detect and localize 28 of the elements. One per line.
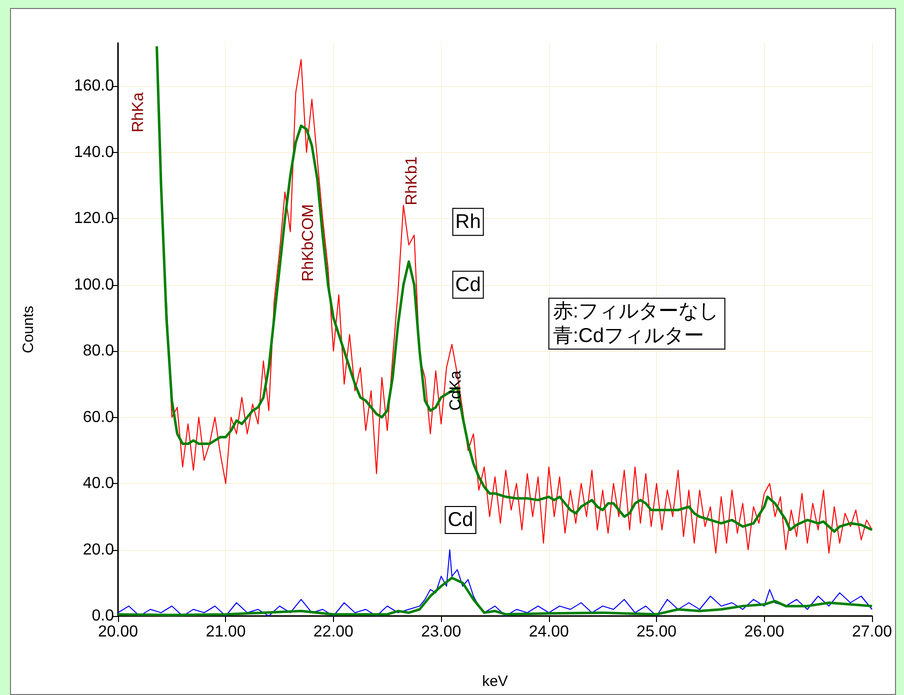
annotation: Cd	[455, 274, 481, 296]
x-tick-label: 25.00	[636, 624, 677, 640]
y-tick-label: 100.0	[74, 276, 114, 294]
annotation: Rh	[455, 210, 481, 233]
y-tick-label: 120.0	[74, 210, 114, 228]
y-tick-label: 0.0	[92, 608, 114, 624]
y-tick-label: 40.0	[82, 475, 114, 492]
annotation: 赤:フィルターなし	[552, 300, 718, 322]
y-tick-label: 60.0	[82, 408, 114, 426]
x-tick-label: 23.00	[421, 624, 462, 640]
x-tick-label: 22.00	[313, 624, 354, 640]
annotation: RhKa	[130, 92, 147, 132]
y-tick-label: 80.0	[82, 342, 114, 360]
y-tick-label: 20.0	[82, 541, 114, 558]
x-axis-title: keV	[482, 673, 508, 690]
x-tick-label: 21.00	[206, 624, 246, 640]
x-tick-label: 27.00	[852, 624, 892, 640]
y-axis-title: Counts	[20, 306, 37, 354]
x-tick-label: 26.00	[744, 624, 784, 640]
annotation: RhKbCOM	[300, 204, 318, 282]
annotation: Cd	[448, 508, 474, 531]
y-tick-label: 140.0	[74, 144, 114, 161]
annotation: RhKb1	[404, 156, 421, 206]
annotation: CdKa	[448, 370, 465, 411]
y-tick-label: 160.0	[74, 78, 114, 95]
annotation: 青:Cdフィルター	[552, 325, 704, 348]
x-tick-label: 20.00	[98, 624, 138, 640]
x-tick-label: 24.00	[528, 624, 569, 640]
